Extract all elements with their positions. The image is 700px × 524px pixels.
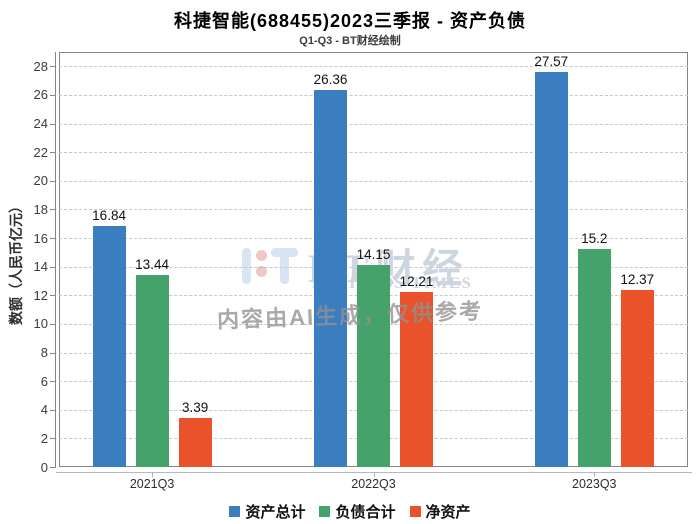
gridline: [59, 152, 688, 154]
x-tick-mark: [152, 472, 154, 477]
x-tick-mark: [594, 472, 596, 477]
x-tick-mark: [373, 472, 375, 477]
y-tick-label: 22: [33, 144, 48, 160]
gridline: [59, 209, 688, 211]
y-tick-label: 6: [40, 373, 48, 389]
bar-value-label: 27.57: [534, 54, 569, 70]
chart-title: 科捷智能(688455)2023三季报 - 资产负债: [173, 11, 527, 31]
legend-swatch-icon: [319, 505, 331, 517]
y-tick-label: 12: [33, 287, 48, 303]
y-tick-mark: [50, 266, 56, 268]
y-tick-mark: [50, 352, 56, 354]
bar-value-label: 14.15: [356, 246, 391, 262]
bar-value-label: 26.36: [313, 71, 348, 87]
y-tick-label: 14: [33, 259, 48, 275]
y-tick-mark: [50, 295, 56, 297]
y-tick-label: 18: [33, 201, 48, 217]
y-tick-label: 4: [40, 402, 48, 418]
y-axis-spine: [55, 52, 56, 467]
y-tick-label: 28: [33, 58, 48, 74]
y-tick-label: 10: [33, 316, 48, 332]
bar-资产总计-2023Q3: [534, 72, 568, 467]
legend-swatch-icon: [229, 505, 241, 517]
legend-item-负债合计: 负债合计: [319, 501, 396, 522]
bar-value-label: 12.37: [620, 271, 655, 287]
bar-负债合计-2022Q3: [357, 264, 390, 467]
logo-stem-icon: [280, 248, 289, 284]
y-tick-mark: [50, 467, 56, 468]
legend-item-资产总计: 资产总计: [229, 501, 305, 522]
y-tick-label: 2: [40, 430, 48, 446]
bar-value-label: 3.39: [181, 400, 209, 416]
bar-净资产-2021Q3: [178, 418, 212, 467]
logo-dot-icon: [256, 266, 267, 277]
y-tick-mark: [50, 123, 56, 125]
legend-label: 净资产: [425, 503, 471, 521]
bt-watermark-logo: [240, 244, 300, 288]
y-tick-mark: [50, 323, 56, 325]
y-tick-mark: [50, 381, 56, 383]
y-tick-label: 16: [33, 230, 48, 246]
legend-label: 资产总计: [245, 503, 306, 521]
bar-净资产-2023Q3: [620, 289, 654, 467]
x-tick-label: 2023Q3: [572, 477, 617, 491]
gridline: [59, 123, 688, 125]
bar-value-label: 16.84: [92, 208, 126, 223]
y-tick-mark: [50, 66, 56, 68]
bar-负债合计-2021Q3: [135, 274, 169, 467]
y-tick-label: 8: [40, 345, 48, 361]
bar-净资产-2022Q3: [400, 292, 433, 467]
chart-subtitle: Q1-Q3 - BT财经绘制: [299, 35, 401, 47]
y-tick-mark: [50, 152, 56, 154]
x-tick-label: 2021Q3: [129, 477, 175, 491]
bar-value-label: 12.21: [399, 274, 434, 290]
gridline: [59, 66, 688, 68]
y-tick-label: 26: [33, 87, 48, 103]
legend-swatch-icon: [409, 505, 421, 517]
x-tick-label: 2022Q3: [351, 477, 396, 491]
bt-watermark-brand-sub: BUSINESS TIMES: [312, 275, 473, 292]
y-tick-mark: [50, 238, 56, 240]
legend-label: 负债合计: [335, 503, 396, 521]
y-tick-label: 24: [33, 116, 48, 132]
bar-value-label: 15.2: [581, 231, 608, 247]
bar-资产总计-2021Q3: [92, 226, 126, 467]
bar-资产总计-2022Q3: [314, 89, 347, 467]
y-tick-mark: [50, 180, 56, 182]
y-tick-mark: [50, 209, 56, 211]
bar-负债合计-2023Q3: [577, 249, 611, 467]
gridline: [59, 180, 688, 182]
y-tick-label: 0: [40, 459, 48, 475]
legend-item-净资产: 净资产: [409, 501, 471, 522]
gridline: [59, 94, 688, 96]
y-tick-mark: [50, 409, 56, 411]
legend: 资产总计 负债合计 净资产: [0, 501, 700, 521]
y-tick-label: 20: [33, 173, 48, 189]
logo-dot-icon: [256, 250, 267, 261]
logo-bar-icon: [242, 248, 251, 284]
bar-value-label: 13.44: [135, 256, 169, 272]
y-tick-mark: [50, 94, 56, 96]
gridline: [59, 238, 688, 240]
y-tick-mark: [50, 438, 56, 440]
